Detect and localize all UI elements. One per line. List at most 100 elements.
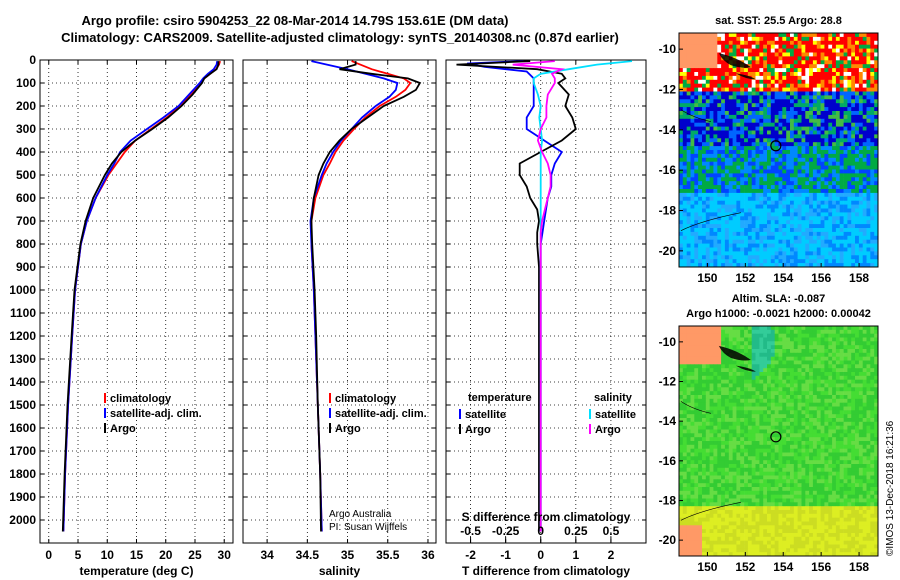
map-cell — [805, 372, 810, 377]
map-cell — [744, 391, 749, 396]
map-cell — [717, 345, 722, 350]
map-cell — [793, 40, 798, 46]
map-cell — [824, 398, 829, 403]
map-cell — [736, 208, 741, 213]
map-cell — [709, 402, 714, 407]
map-cell — [778, 56, 783, 61]
map-cell — [820, 142, 825, 147]
map-cell — [763, 103, 768, 108]
map-cell — [686, 157, 691, 163]
map-cell — [797, 173, 802, 178]
map-cell — [713, 364, 718, 369]
map-cell — [805, 157, 810, 163]
map-cell — [805, 425, 810, 430]
map-cell — [843, 189, 848, 194]
map-cell — [694, 111, 699, 116]
map-cell — [874, 425, 879, 430]
map-cell — [797, 177, 802, 182]
map-cell — [835, 429, 841, 434]
map-cell — [682, 157, 687, 163]
map-cell — [736, 111, 741, 116]
map-cell — [709, 375, 714, 380]
map-cell — [782, 247, 787, 252]
map-cell — [797, 414, 802, 419]
map-cell — [855, 259, 860, 264]
map-cell — [805, 337, 810, 342]
map-cell — [782, 72, 787, 77]
map-cell — [870, 372, 875, 377]
map-cell — [828, 68, 833, 73]
island-outline — [735, 73, 756, 80]
map-cell — [713, 48, 718, 53]
map-cell — [866, 345, 871, 350]
map-cell — [786, 333, 791, 338]
map-cell — [839, 91, 844, 96]
map-cell — [816, 60, 821, 65]
map-cell — [862, 364, 867, 369]
map-cell — [728, 395, 733, 400]
map-cell — [843, 114, 848, 120]
map-cell — [747, 345, 753, 350]
map-cell — [705, 418, 710, 423]
map-cell — [740, 87, 745, 92]
map-cell — [828, 52, 833, 57]
map-cell — [793, 173, 798, 178]
map-cell — [751, 36, 756, 42]
map-cell — [682, 425, 687, 430]
map-cell — [736, 177, 741, 182]
map-cell — [816, 153, 821, 159]
map-cell — [744, 337, 749, 342]
map-cell — [702, 83, 707, 88]
map-cell — [809, 134, 814, 139]
map-cell — [786, 228, 791, 233]
map-cell — [816, 122, 821, 127]
map-cell — [816, 379, 821, 384]
map-cell — [774, 372, 779, 377]
map-cell — [797, 44, 802, 49]
map-cell — [709, 204, 714, 209]
map-cell — [790, 52, 795, 57]
map-cell — [847, 64, 852, 69]
map-cell — [728, 251, 733, 256]
map-cell — [786, 239, 791, 244]
map-cell — [740, 142, 745, 147]
map-cell — [797, 402, 802, 407]
map-cell — [724, 406, 730, 411]
map-cell — [717, 40, 722, 46]
map-cell — [874, 161, 879, 166]
map-cell — [774, 33, 779, 38]
map-cell — [728, 161, 733, 166]
map-cell — [851, 189, 856, 194]
map-cell — [705, 352, 710, 357]
map-cell — [690, 56, 695, 61]
map-cell — [759, 255, 764, 260]
map-cell — [724, 239, 730, 244]
map-cell — [705, 333, 710, 338]
map-cell — [809, 251, 814, 256]
map-cell — [767, 360, 772, 365]
map-cell — [790, 68, 795, 73]
map-cell — [874, 48, 879, 53]
map-cell — [755, 406, 760, 411]
map-cell — [732, 204, 737, 209]
map-cell — [824, 142, 829, 147]
map-cell — [843, 72, 848, 77]
map-cell — [774, 44, 779, 49]
map-cell — [717, 189, 722, 194]
map-cell — [744, 150, 749, 155]
map-cell — [786, 91, 791, 96]
map-cell — [698, 107, 703, 112]
map-cell — [855, 421, 860, 426]
y-tick-label: 600 — [16, 191, 36, 205]
map-cell — [686, 146, 691, 151]
map-cell — [832, 75, 837, 81]
map-cell — [782, 111, 787, 116]
map-cell — [839, 375, 844, 380]
map-cell — [828, 395, 833, 400]
map-cell — [820, 231, 825, 237]
map-cell — [824, 406, 829, 411]
map-cell — [805, 360, 810, 365]
map-cell — [736, 196, 741, 202]
map-cell — [728, 387, 733, 392]
map-cell — [858, 329, 864, 334]
